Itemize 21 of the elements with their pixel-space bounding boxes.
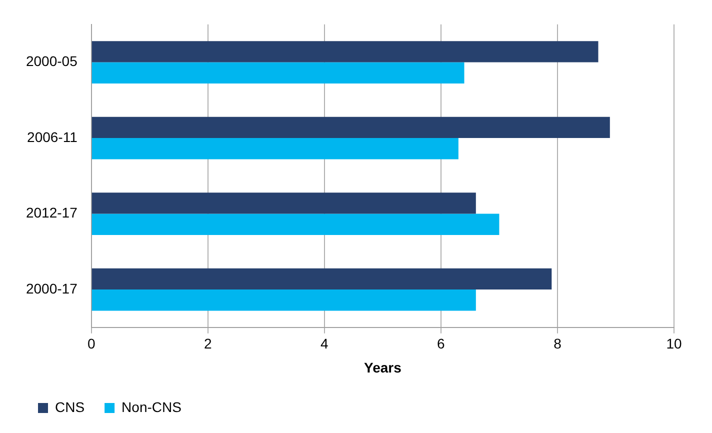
bar [92, 138, 458, 160]
bar [92, 41, 598, 62]
x-tick-label: 8 [554, 336, 562, 352]
x-tick-label: 2 [204, 336, 212, 352]
x-tick-label: 10 [666, 336, 682, 352]
bar [92, 62, 464, 84]
y-tick-label: 2000-17 [26, 280, 78, 296]
bar [92, 192, 476, 214]
x-tick-label: 6 [437, 336, 446, 352]
bar [92, 116, 610, 138]
bar [92, 214, 500, 235]
y-tick-label: 2000-05 [26, 53, 78, 70]
x-tick-label: 0 [87, 336, 96, 352]
bar [92, 290, 476, 311]
legend-label: Non-CNS [122, 398, 182, 415]
y-tick-label: 2012-17 [26, 204, 78, 221]
y-tick-label: 2006-11 [27, 128, 78, 145]
bar [92, 268, 552, 290]
x-axis-title: Years [364, 359, 402, 376]
legend-label: CNS [55, 398, 85, 415]
x-tick-label: 4 [320, 336, 329, 352]
